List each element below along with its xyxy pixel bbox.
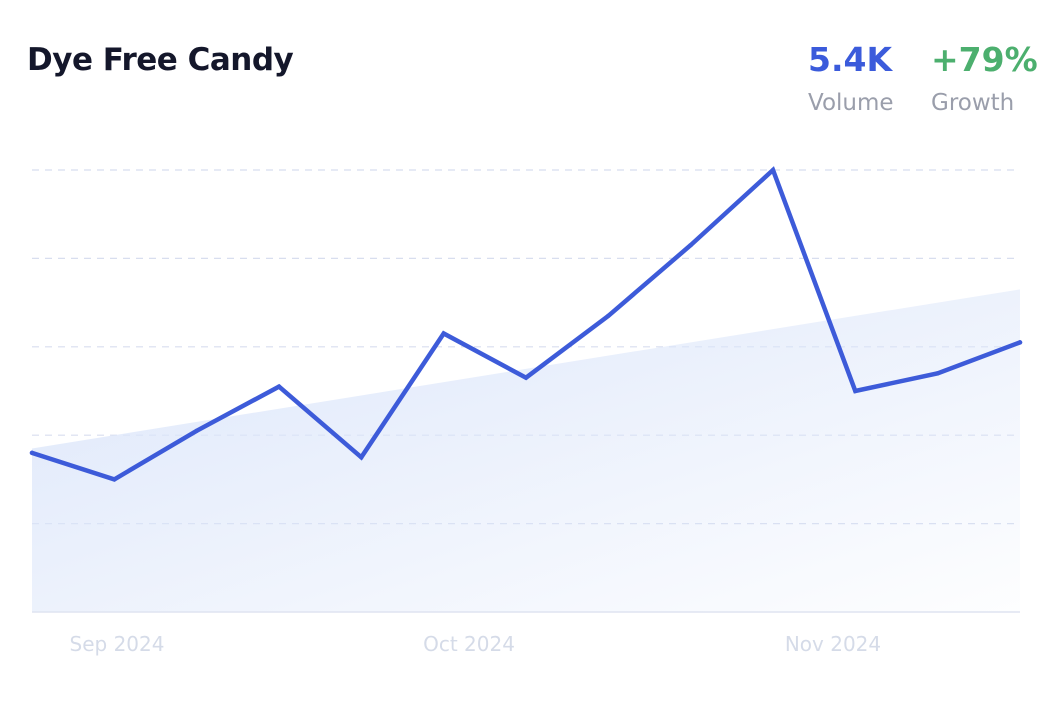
data-point xyxy=(606,313,611,319)
growth-metric: +79% Growth xyxy=(931,40,1038,118)
data-point xyxy=(194,428,199,433)
data-point xyxy=(853,388,858,394)
chart-title: Dye Free Candy xyxy=(27,42,294,78)
data-point xyxy=(1017,340,1023,345)
trend-area-fill xyxy=(32,289,1020,612)
data-point xyxy=(688,242,693,248)
data-point xyxy=(523,375,529,380)
growth-value: +79% xyxy=(931,40,1038,79)
growth-label: Growth xyxy=(931,90,1015,116)
data-point xyxy=(935,371,940,376)
data-points xyxy=(29,167,1023,482)
data-point xyxy=(359,455,364,460)
x-tick-label-oct: Oct 2024 xyxy=(423,632,515,656)
x-tick-label-sep: Sep 2024 xyxy=(70,632,165,656)
volume-label: Volume xyxy=(808,90,894,116)
data-point xyxy=(112,477,117,482)
volume-metric: 5.4K Volume xyxy=(808,40,894,118)
data-point xyxy=(276,384,282,389)
data-point xyxy=(29,450,35,456)
data-point xyxy=(770,167,776,173)
x-tick-label-nov: Nov 2024 xyxy=(785,632,881,656)
trend-area xyxy=(32,289,1020,612)
x-tick-labels: Sep 2024 Oct 2024 Nov 2024 xyxy=(70,632,882,656)
volume-value: 5.4K xyxy=(808,40,893,79)
data-point xyxy=(441,331,446,336)
